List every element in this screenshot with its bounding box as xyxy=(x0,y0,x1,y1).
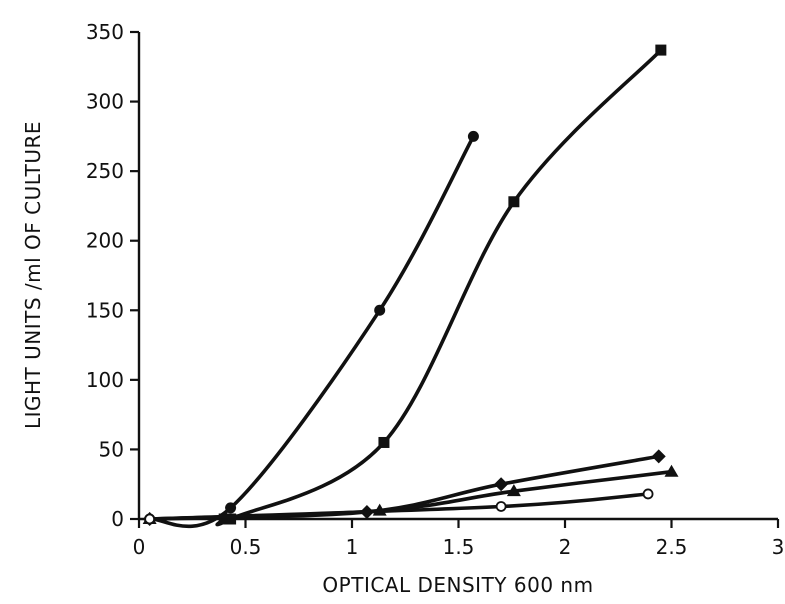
series-circle-open xyxy=(144,488,654,525)
data-point-circle xyxy=(374,304,386,316)
x-tick-label: 3 xyxy=(772,535,785,559)
data-point-square xyxy=(508,196,520,208)
data-point-diamond xyxy=(651,449,666,464)
data-point-open-circle xyxy=(495,501,507,512)
y-tick-label: 0 xyxy=(111,507,124,531)
data-point-diamond xyxy=(494,477,509,492)
data-point-square xyxy=(378,436,390,448)
series-group xyxy=(142,44,679,528)
x-tick-label: 0.5 xyxy=(230,535,262,559)
y-tick-label: 100 xyxy=(86,368,124,392)
y-tick-label: 300 xyxy=(86,90,124,114)
data-point-circle xyxy=(225,502,237,514)
y-tick-label: 250 xyxy=(86,159,124,183)
series-square-filled xyxy=(215,44,667,527)
x-tick-label: 2.5 xyxy=(656,535,688,559)
series-circle-filled xyxy=(144,130,479,528)
series-line xyxy=(215,48,663,527)
data-point-open-circle xyxy=(144,513,156,525)
series-line xyxy=(147,134,476,528)
y-tick-label: 350 xyxy=(86,20,124,44)
data-point-open-circle xyxy=(642,488,654,500)
x-axis-ticks: 0 0.5 1 1.5 2 2.5 3 xyxy=(133,519,785,559)
x-tick-label: 0 xyxy=(133,535,146,559)
y-axis-ticks: 0 50 100 150 200 250 300 350 xyxy=(86,20,139,531)
axes xyxy=(137,32,778,521)
series-line xyxy=(147,492,650,521)
x-tick-label: 1.5 xyxy=(443,535,475,559)
x-axis-title: OPTICAL DENSITY 600 nm xyxy=(322,573,593,597)
y-tick-label: 50 xyxy=(99,437,124,461)
data-point-triangle xyxy=(664,464,679,477)
plot-frame xyxy=(137,32,778,521)
y-tick-label: 150 xyxy=(86,298,124,322)
x-tick-label: 2 xyxy=(559,535,572,559)
y-tick-label: 200 xyxy=(86,229,124,253)
data-point-circle xyxy=(467,130,479,142)
data-point-square xyxy=(655,44,667,56)
y-axis-title: LIGHT UNITS /ml OF CULTURE xyxy=(21,121,45,429)
x-tick-label: 1 xyxy=(346,535,359,559)
data-point-triangle xyxy=(506,484,521,497)
